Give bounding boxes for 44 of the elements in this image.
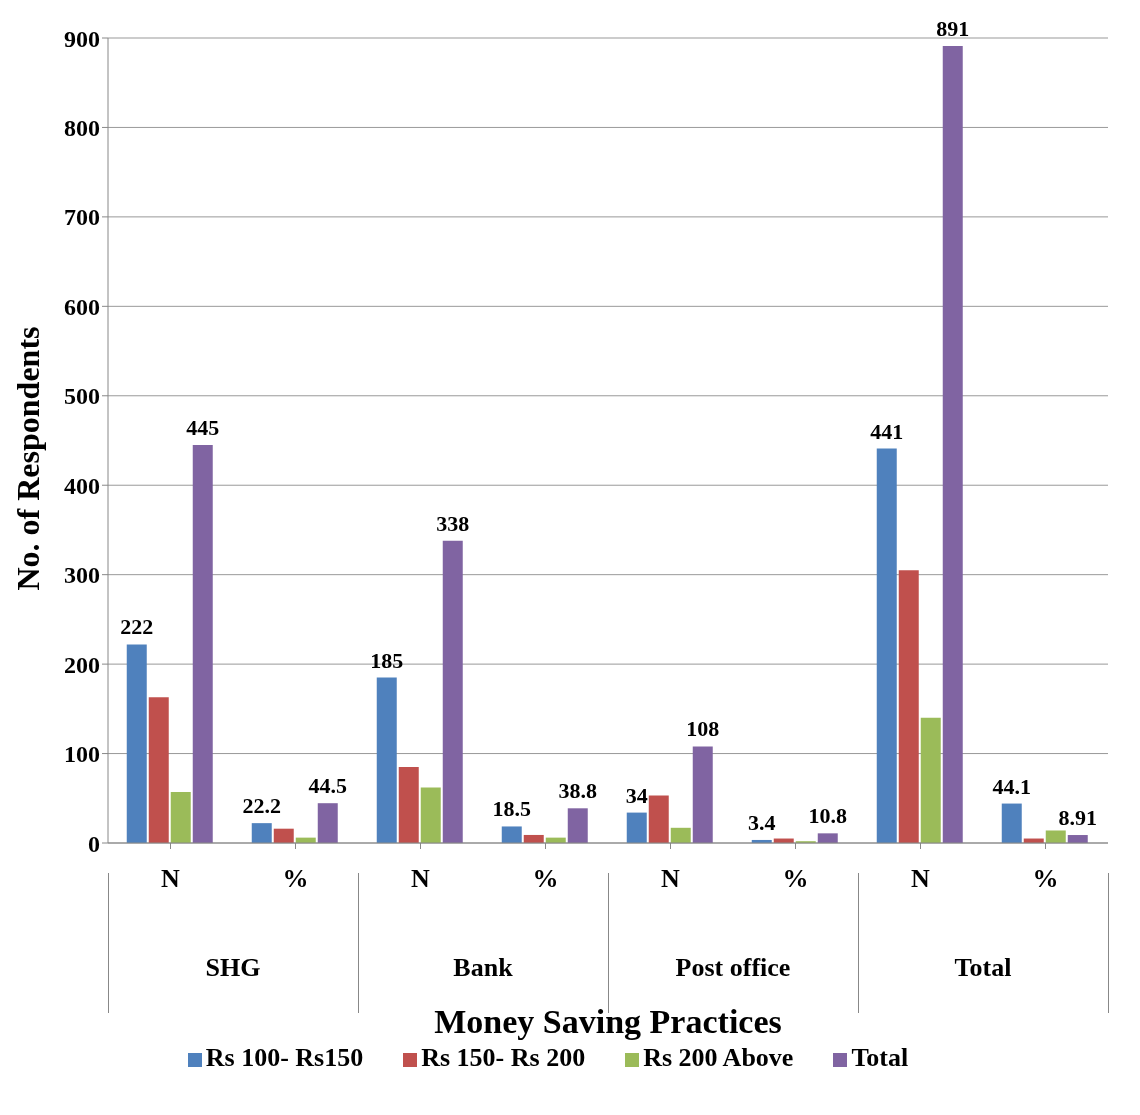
data-label: 34: [625, 782, 648, 808]
y-tick-label: 600: [64, 293, 100, 320]
data-label: 108: [686, 716, 720, 742]
data-label: 10.8: [808, 803, 847, 829]
data-label: 38.8: [558, 778, 597, 804]
data-label: 22.2: [242, 793, 281, 819]
legend-label: Total: [851, 1043, 909, 1072]
x-tick-label: %: [282, 864, 309, 894]
y-tick-label: 800: [64, 114, 100, 141]
y-tick-label: 0: [88, 830, 100, 857]
x-tick-label: N: [411, 864, 431, 894]
text: SHG: [204, 953, 262, 983]
legend-label: Rs 100- Rs150: [205, 1043, 364, 1072]
x-tick-label: N: [661, 864, 681, 894]
y-tick-label: 300: [64, 562, 100, 589]
y-axis-title: No. of Respondents: [10, 326, 47, 591]
x-tick-label: N: [911, 864, 931, 894]
x-axis-title: Money Saving Practices: [434, 1003, 782, 1040]
y-tick-label: 900: [64, 25, 100, 52]
text: Total: [953, 953, 1013, 983]
data-label: 445: [186, 414, 220, 440]
x-tick-label: N: [161, 864, 181, 894]
text: Post office: [674, 953, 792, 983]
data-label: 338: [436, 510, 470, 536]
data-label: 44.5: [308, 773, 347, 799]
y-tick-label: 500: [64, 383, 100, 410]
y-tick-label: 200: [64, 651, 100, 678]
data-label: 8.91: [1058, 805, 1097, 831]
legend-label: Rs 150- Rs 200: [421, 1043, 586, 1072]
y-tick-label: 700: [64, 204, 100, 231]
data-label: 441: [870, 418, 904, 444]
data-label: 18.5: [492, 796, 531, 822]
data-label: 44.1: [992, 773, 1031, 799]
y-tick-label: 100: [64, 741, 100, 768]
data-label: 222: [120, 614, 154, 640]
x-tick-label: %: [782, 864, 809, 894]
y-tick-label: 400: [64, 472, 100, 499]
x-tick-label: %: [1032, 864, 1059, 894]
x-tick-label: %: [532, 864, 559, 894]
legend-label: Rs 200 Above: [643, 1043, 794, 1072]
data-label: 891: [936, 16, 970, 42]
data-label: 185: [370, 647, 404, 673]
data-label: 3.4: [748, 809, 776, 835]
text: Bank: [452, 953, 514, 983]
